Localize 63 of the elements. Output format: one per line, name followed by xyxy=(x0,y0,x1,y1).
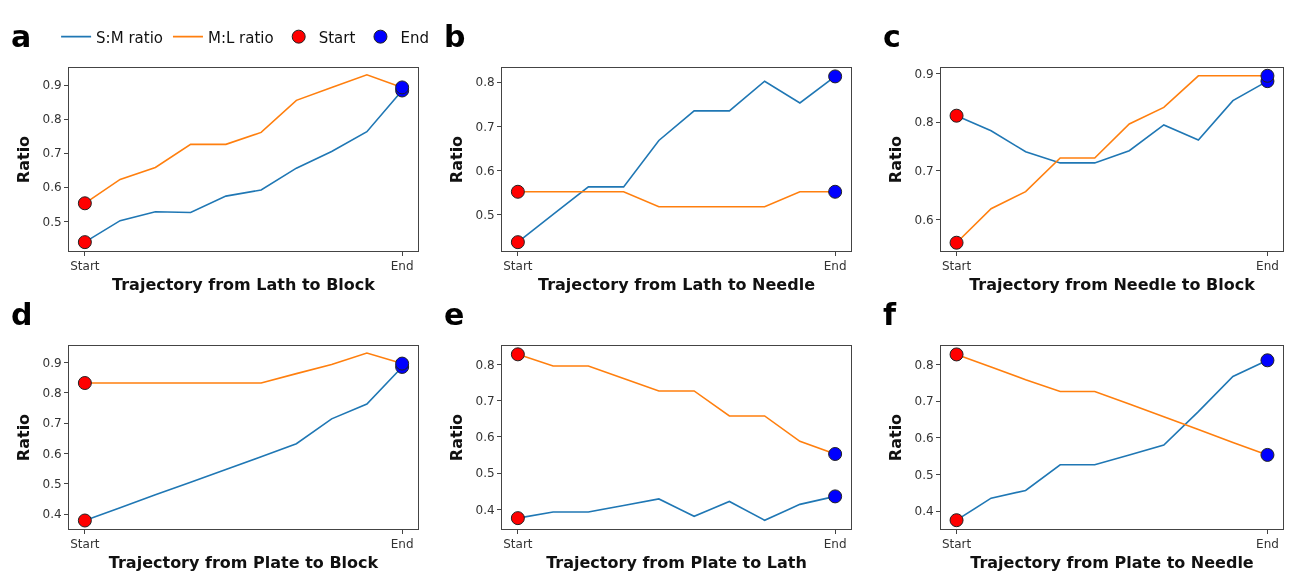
y-axis-title: Ratio xyxy=(447,135,467,184)
y-axis-title: Ratio xyxy=(886,413,906,462)
text: e xyxy=(444,297,465,332)
legend-label: Start xyxy=(318,28,356,47)
y-tick-label: 0.4 xyxy=(914,504,934,519)
text: d xyxy=(11,297,33,332)
x-tick-label: Start xyxy=(503,259,533,274)
y-tick-label: 0.8 xyxy=(42,385,62,400)
y-tick-label: 0.6 xyxy=(42,446,62,461)
x-axis-title: Trajectory from Lath to Needle xyxy=(538,275,816,295)
y-tick-label: 0.5 xyxy=(42,214,62,229)
y-axis-title: Ratio xyxy=(447,413,467,462)
y-tick-label: 0.4 xyxy=(42,507,62,522)
y-tick-label: 0.8 xyxy=(475,75,495,90)
y-tick-label: 0.7 xyxy=(42,146,62,161)
y-tick-label: 0.6 xyxy=(42,180,62,195)
y-tick-label: 0.6 xyxy=(475,430,495,445)
y-tick-label: 0.5 xyxy=(475,207,495,222)
x-axis-title: Trajectory from Plate to Block xyxy=(108,553,379,573)
y-tick-label: 0.8 xyxy=(42,112,62,127)
y-tick-label: 0.4 xyxy=(475,502,495,517)
legend-label: S:M ratio xyxy=(96,28,163,47)
x-axis-title: Trajectory from Plate to Lath xyxy=(546,553,807,573)
y-tick-label: 0.8 xyxy=(475,357,495,372)
x-axis-title: Trajectory from Plate to Needle xyxy=(970,553,1254,573)
x-tick-label: Start xyxy=(503,537,533,552)
x-tick-label: End xyxy=(1256,259,1279,274)
y-tick-label: 0.7 xyxy=(914,394,934,409)
y-tick-label: 0.7 xyxy=(914,163,934,178)
x-tick-label: End xyxy=(823,537,847,552)
y-tick-label: 0.5 xyxy=(475,466,495,481)
x-axis-title: Trajectory from Needle to Block xyxy=(969,275,1256,295)
y-tick-label: 0.8 xyxy=(914,115,934,130)
legend-label: End xyxy=(400,28,429,47)
y-tick-label: 0.6 xyxy=(914,430,934,445)
x-axis-title: Trajectory from Lath to Block xyxy=(112,275,376,295)
y-tick-label: 0.7 xyxy=(42,416,62,431)
text: c xyxy=(883,19,901,54)
x-tick-label: End xyxy=(1256,537,1279,552)
y-tick-label: 0.5 xyxy=(42,476,62,491)
legend-label: M:L ratio xyxy=(207,28,274,47)
y-tick-label: 0.6 xyxy=(914,212,934,227)
x-tick-label: End xyxy=(823,259,847,274)
y-tick-label: 0.5 xyxy=(914,467,934,482)
text: a xyxy=(11,19,32,54)
y-axis-title: Ratio xyxy=(14,135,34,184)
text: b xyxy=(444,19,466,54)
y-tick-label: 0.7 xyxy=(475,119,495,134)
x-tick-label: Start xyxy=(70,259,100,274)
x-tick-label: End xyxy=(390,259,414,274)
y-tick-label: 0.9 xyxy=(914,66,934,81)
x-tick-label: End xyxy=(390,537,414,552)
y-axis-title: Ratio xyxy=(14,413,34,462)
x-tick-label: Start xyxy=(941,259,972,274)
y-tick-label: 0.9 xyxy=(42,355,62,370)
x-tick-label: Start xyxy=(941,537,972,552)
x-tick-label: Start xyxy=(70,537,100,552)
y-tick-label: 0.9 xyxy=(42,78,62,93)
y-tick-label: 0.6 xyxy=(475,163,495,178)
y-tick-label: 0.8 xyxy=(914,357,934,372)
y-axis-title: Ratio xyxy=(886,135,906,184)
y-tick-label: 0.7 xyxy=(475,393,495,408)
text: f xyxy=(883,297,897,332)
